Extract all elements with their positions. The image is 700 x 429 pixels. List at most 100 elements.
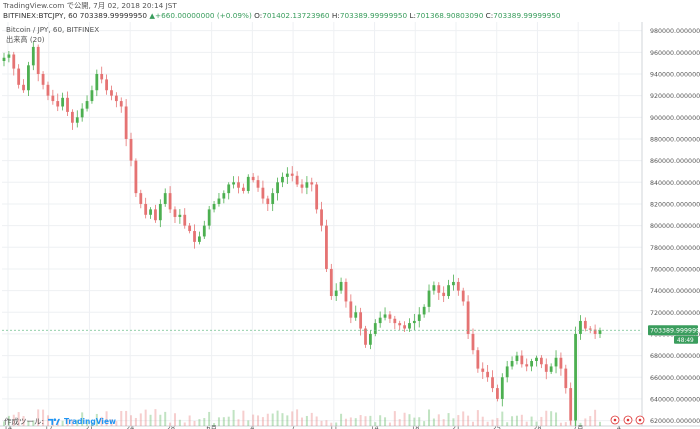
volume-bar (32, 420, 35, 426)
volume-bar (496, 418, 499, 426)
candle-body (285, 173, 289, 177)
volume-bar (559, 422, 562, 426)
candle-body (447, 285, 450, 297)
candle-body (456, 281, 460, 291)
volume-bar (125, 410, 128, 426)
volume-bar (3, 421, 5, 426)
candle-body (403, 325, 406, 329)
candle-body (222, 193, 226, 199)
volume-bar (364, 416, 367, 426)
candle-body (271, 193, 275, 204)
tradingview-brand[interactable]: TradingView (64, 416, 116, 426)
volume-bar (374, 422, 377, 426)
volume-bar (413, 417, 416, 426)
y-tick-label: 720000.00000000 (650, 310, 700, 317)
candle-body (212, 203, 216, 210)
candle-body (412, 320, 416, 324)
volume-bar (486, 421, 489, 426)
volume-bar (105, 411, 108, 426)
candle-body (232, 182, 236, 185)
candle-body (300, 184, 304, 188)
volume-bar (467, 415, 470, 426)
volume-bar (71, 419, 74, 426)
close-value: 703389.99999950 (493, 11, 561, 20)
volume-bar (173, 413, 176, 426)
volume-bar (266, 413, 269, 426)
candle-body (559, 357, 563, 369)
candle-body (198, 236, 201, 242)
volume-bar (261, 417, 264, 426)
candle-body (383, 314, 387, 318)
candle-body (7, 54, 11, 58)
volume-bar (164, 411, 167, 426)
candle-body (525, 364, 529, 367)
candle-body (471, 333, 475, 351)
candle-body (325, 225, 328, 269)
volume-bar (7, 415, 10, 426)
volume-bar (320, 420, 323, 426)
volume-bar (481, 416, 484, 426)
volume-bar (330, 422, 333, 426)
candle-body (178, 214, 182, 217)
candle-body (158, 203, 162, 221)
volume-bar (530, 416, 533, 426)
candle-body (520, 355, 524, 365)
volume-bar (310, 412, 313, 426)
candle-body (188, 225, 192, 232)
candle-body (491, 377, 494, 389)
volume-bar (408, 414, 411, 426)
candle-body (579, 320, 582, 334)
volume-bar (37, 409, 40, 426)
volume-bar (183, 422, 186, 426)
volume-bar (442, 419, 445, 426)
volume-bar (325, 420, 328, 426)
candle-body (256, 180, 260, 188)
candle-body (564, 368, 568, 389)
volume-bar (335, 422, 338, 426)
candle-body (588, 328, 592, 330)
candle-body (51, 95, 55, 102)
volume-bar (457, 415, 460, 426)
volume-bar (134, 417, 137, 426)
volume-bar (418, 417, 421, 426)
price-change: ▲+660.00000000 (+0.09%) (149, 11, 252, 20)
volume-bar (349, 417, 352, 426)
candle-body (22, 84, 25, 91)
volume-bar (471, 421, 474, 426)
candle-body (173, 209, 177, 217)
source-link[interactable]: TradingView.com (3, 1, 65, 10)
volume-bar (447, 413, 450, 426)
candle-body (2, 57, 6, 61)
candle-body (95, 73, 99, 91)
volume-bar (359, 415, 362, 426)
y-tick-label: 640000.00000000 (650, 396, 700, 403)
volume-bar (100, 416, 103, 426)
candle-body (266, 198, 270, 204)
volume-bar (42, 409, 45, 426)
candle-body (452, 281, 455, 286)
candle-body (12, 54, 16, 69)
candle-body (569, 388, 573, 421)
low-label: L: (409, 11, 417, 20)
volume-bar (520, 414, 523, 426)
symbol-label: BITFINEX:BTCJPY, 60 (3, 11, 78, 20)
candle-body (505, 366, 509, 378)
candle-body (17, 68, 21, 85)
candle-body (486, 371, 490, 378)
volume-bar (589, 416, 592, 426)
volume-bar (340, 413, 343, 426)
candle-body (422, 306, 426, 315)
candle-body (544, 364, 548, 372)
volume-bar (271, 413, 274, 426)
y-tick-label: 900000.00000000 (650, 115, 700, 122)
chart-legend-volume: 出来高 (20) (6, 35, 45, 44)
candle-body (354, 312, 358, 318)
y-tick-label: 940000.00000000 (650, 71, 700, 78)
volume-bar (115, 421, 118, 426)
volume-bar (247, 420, 250, 426)
volume-bar (379, 415, 382, 426)
candle-body (183, 214, 187, 226)
candle-body (70, 111, 74, 123)
candle-body (320, 209, 323, 226)
